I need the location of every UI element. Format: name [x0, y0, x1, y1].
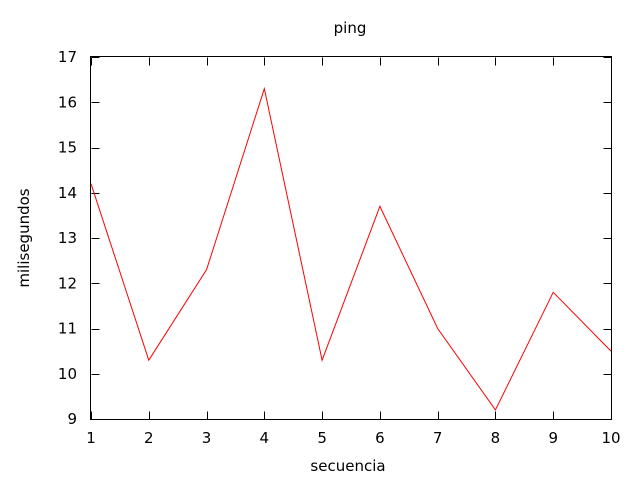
x-tick-label: 2 — [144, 429, 154, 447]
chart-title: ping — [334, 19, 367, 37]
x-tick-label: 7 — [433, 429, 443, 447]
x-tick-label: 4 — [260, 429, 270, 447]
x-tick-label: 10 — [601, 429, 620, 447]
ping-series-line — [90, 86, 612, 411]
x-tick-label: 6 — [375, 429, 385, 447]
x-tick-label: 1 — [86, 429, 96, 447]
x-tick-label: 9 — [548, 429, 558, 447]
x-tick-label: 3 — [202, 429, 212, 447]
y-tick-label: 17 — [58, 48, 77, 66]
x-tick-label: 5 — [317, 429, 327, 447]
y-tick-label: 9 — [67, 410, 77, 428]
y-tick-label: 13 — [58, 229, 77, 247]
plot-frame — [90, 56, 612, 420]
y-tick-label: 11 — [58, 320, 77, 338]
x-tick-label: 8 — [491, 429, 501, 447]
series-layer — [90, 86, 612, 411]
y-tick-label: 10 — [58, 365, 77, 383]
y-tick-label: 16 — [58, 93, 77, 111]
x-axis-label: secuencia — [310, 457, 385, 475]
y-tick-label: 12 — [58, 274, 77, 292]
y-axis-label: milisegundos — [15, 188, 33, 287]
y-tick-label: 14 — [58, 184, 77, 202]
y-tick-label: 15 — [58, 139, 77, 157]
